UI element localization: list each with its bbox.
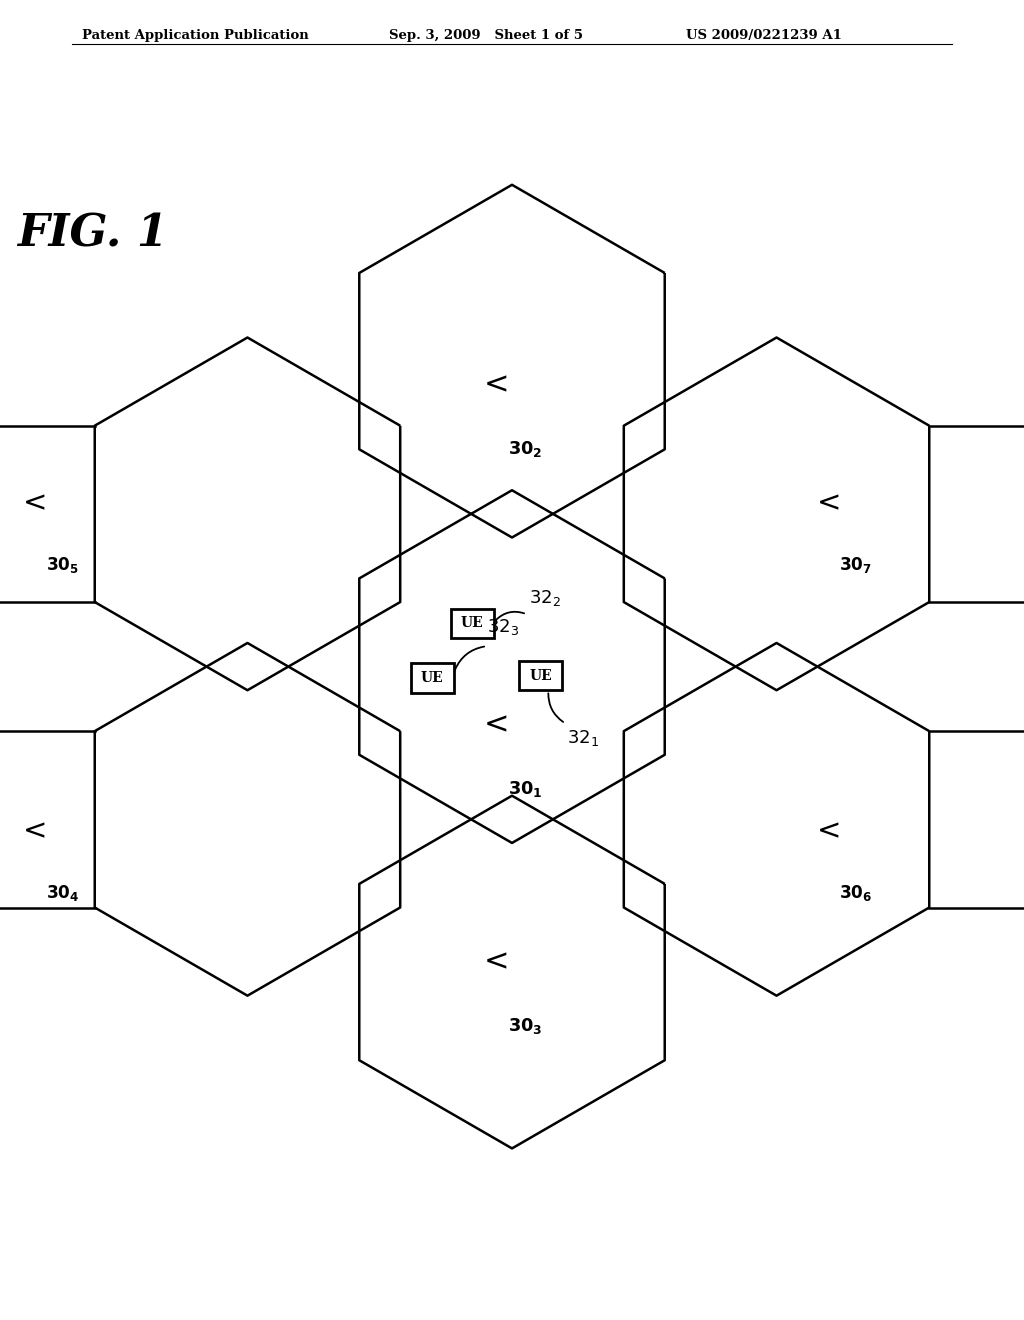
Text: Patent Application Publication: Patent Application Publication [82, 29, 308, 42]
Text: $\mathit{32_3}$: $\mathit{32_3}$ [487, 616, 519, 636]
Text: FIG. 1: FIG. 1 [17, 213, 168, 256]
FancyBboxPatch shape [411, 663, 454, 693]
Text: $\mathbf{\mathit{<}}$: $\mathbf{\mathit{<}}$ [478, 945, 508, 977]
Text: $\mathbf{\mathit{<}}$: $\mathbf{\mathit{<}}$ [811, 488, 840, 516]
Text: $\mathbf{30_3}$: $\mathbf{30_3}$ [508, 1016, 543, 1036]
Text: $\mathit{32_1}$: $\mathit{32_1}$ [566, 729, 599, 748]
FancyBboxPatch shape [451, 609, 494, 638]
Text: Sep. 3, 2009   Sheet 1 of 5: Sep. 3, 2009 Sheet 1 of 5 [389, 29, 583, 42]
Text: $\mathbf{\mathit{<}}$: $\mathbf{\mathit{<}}$ [811, 817, 840, 845]
Text: $\mathbf{30_7}$: $\mathbf{30_7}$ [840, 554, 872, 576]
Text: $\mathbf{\mathit{<}}$: $\mathbf{\mathit{<}}$ [17, 817, 46, 845]
Text: UE: UE [529, 669, 552, 682]
Text: $\mathbf{\mathit{<}}$: $\mathbf{\mathit{<}}$ [478, 708, 508, 739]
Text: $\mathbf{30_6}$: $\mathbf{30_6}$ [840, 883, 872, 903]
Text: UE: UE [421, 671, 443, 685]
Text: $\mathit{32_2}$: $\mathit{32_2}$ [529, 589, 561, 609]
Text: $\mathbf{30_2}$: $\mathbf{30_2}$ [508, 440, 543, 459]
FancyBboxPatch shape [519, 661, 562, 690]
Text: $\mathbf{30_4}$: $\mathbf{30_4}$ [46, 883, 79, 903]
Text: $\mathbf{\mathit{<}}$: $\mathbf{\mathit{<}}$ [478, 368, 508, 400]
Text: $\mathbf{30_5}$: $\mathbf{30_5}$ [46, 554, 79, 576]
Text: UE: UE [461, 616, 483, 631]
Text: $\mathbf{30_1}$: $\mathbf{30_1}$ [508, 779, 543, 799]
Text: $\mathbf{\mathit{<}}$: $\mathbf{\mathit{<}}$ [17, 488, 46, 516]
Text: US 2009/0221239 A1: US 2009/0221239 A1 [686, 29, 842, 42]
